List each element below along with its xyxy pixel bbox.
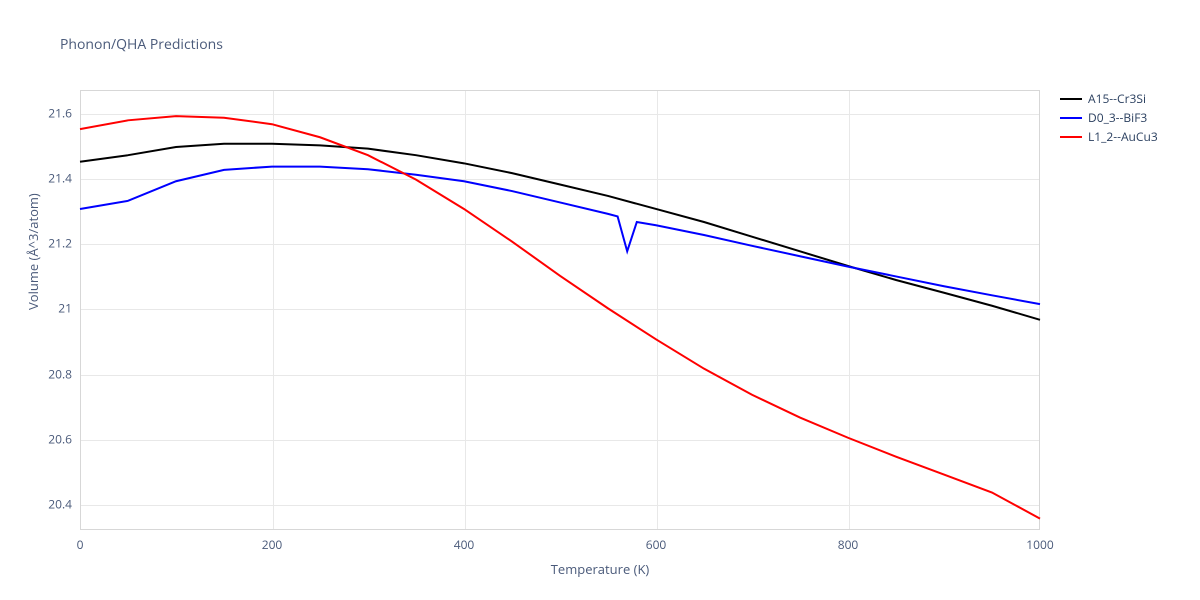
legend-item[interactable]: L1_2--AuCu3	[1060, 128, 1158, 145]
legend-item[interactable]: D0_3--BiF3	[1060, 109, 1158, 126]
x-tick-label: 400	[454, 536, 475, 553]
x-tick-label: 800	[838, 536, 859, 553]
legend-label: A15--Cr3Si	[1088, 90, 1146, 107]
legend-swatch	[1060, 117, 1082, 119]
y-tick-label: 21.6	[12, 104, 72, 121]
y-tick-label: 20.8	[12, 365, 72, 382]
x-tick-label: 200	[262, 536, 283, 553]
y-tick-label: 21	[12, 300, 72, 317]
chart-lines	[80, 90, 1040, 530]
chart-container: Phonon/QHA Predictions 0 200 400 600 800 1000…	[0, 0, 1200, 600]
y-tick-label: 21.4	[12, 170, 72, 187]
series-line-2[interactable]	[80, 116, 1040, 519]
legend: A15--Cr3Si D0_3--BiF3 L1_2--AuCu3	[1060, 90, 1158, 147]
legend-label: D0_3--BiF3	[1088, 109, 1147, 126]
x-tick-label: 600	[646, 536, 667, 553]
legend-item[interactable]: A15--Cr3Si	[1060, 90, 1158, 107]
chart-title: Phonon/QHA Predictions	[60, 35, 223, 54]
legend-swatch	[1060, 136, 1082, 138]
x-tick-label: 1000	[1026, 536, 1053, 553]
x-axis-label: Temperature (K)	[551, 560, 650, 578]
y-tick-label: 20.4	[12, 495, 72, 512]
y-axis-label: Volume (Å^3/atom)	[24, 193, 42, 310]
y-tick-label: 20.6	[12, 430, 72, 447]
x-tick-label: 0	[77, 536, 84, 553]
legend-swatch	[1060, 98, 1082, 100]
legend-label: L1_2--AuCu3	[1088, 128, 1158, 145]
y-tick-label: 21.2	[12, 235, 72, 252]
series-line-1[interactable]	[80, 167, 1040, 305]
